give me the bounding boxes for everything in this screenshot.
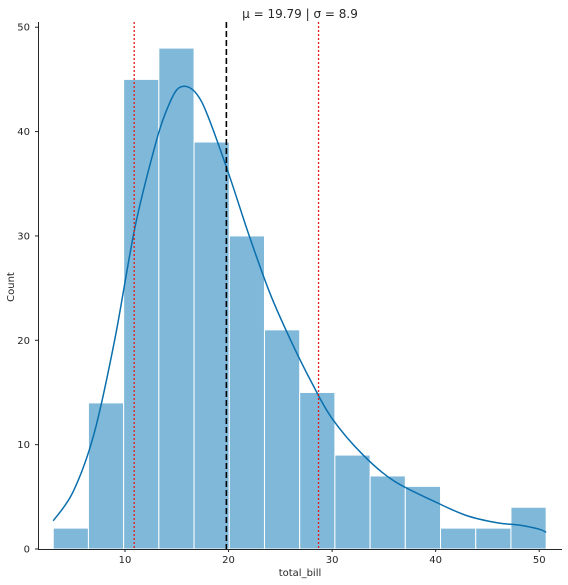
x-axis-label: total_bill: [279, 568, 322, 579]
x-tick-label: 50: [533, 555, 546, 566]
histogram-bar: [334, 454, 371, 550]
x-tick-label: 20: [222, 555, 235, 566]
kde-curve: [52, 85, 547, 533]
x-tick-label: 40: [429, 555, 442, 566]
histogram-bar: [123, 78, 160, 550]
y-tick-label: 0: [24, 545, 30, 556]
chart-title: μ = 19.79 | σ = 8.9: [242, 7, 358, 21]
y-ticks: 0 10 20 30 40 50: [17, 23, 38, 556]
histogram-bar: [475, 527, 512, 550]
x-ticks: 10 20 30 40 50: [119, 549, 546, 566]
y-tick-label: 10: [17, 440, 30, 451]
histogram-bar: [263, 329, 301, 550]
x-tick-label: 30: [326, 555, 339, 566]
y-axis-label: Count: [6, 272, 17, 302]
histogram-bar: [52, 527, 89, 550]
histogram-bar: [510, 506, 547, 550]
reference-lines: [133, 22, 320, 549]
kde-curve-group: [52, 85, 547, 533]
histogram-bar: [87, 402, 125, 550]
y-tick-label: 30: [17, 231, 30, 242]
histogram-bar: [158, 47, 195, 550]
y-tick-label: 50: [17, 23, 30, 34]
histogram-bar: [299, 391, 336, 550]
histogram-bar: [369, 475, 406, 550]
histogram-bar: [193, 141, 230, 550]
histogram-bars: [52, 47, 547, 550]
histogram-bar: [228, 235, 265, 550]
x-tick-label: 10: [119, 555, 132, 566]
y-tick-label: 40: [17, 127, 30, 138]
y-tick-label: 20: [17, 336, 30, 347]
histogram-bar: [440, 527, 477, 550]
